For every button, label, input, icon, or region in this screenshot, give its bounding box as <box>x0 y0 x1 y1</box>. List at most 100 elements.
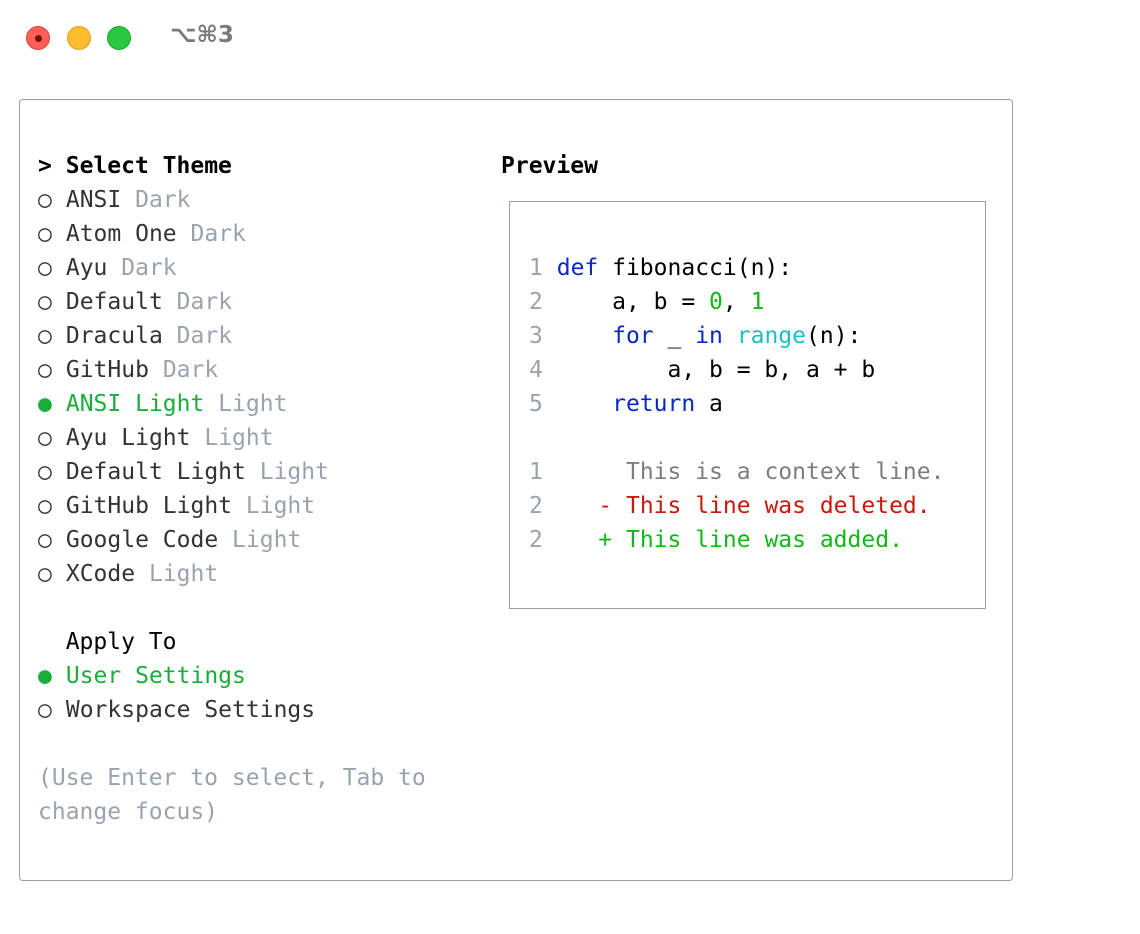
diff-marker: + <box>598 527 613 553</box>
code-token: 0 <box>709 289 723 315</box>
code-token: a <box>695 391 723 417</box>
minimize-window-button[interactable] <box>67 26 91 50</box>
code-token: range <box>736 323 807 349</box>
diff-text: This line was added. <box>625 527 903 553</box>
code-token: (n): <box>806 323 862 349</box>
maximize-window-button[interactable] <box>107 26 131 50</box>
line-number: 5 <box>529 391 543 417</box>
radio-empty-icon: ○ <box>38 323 52 349</box>
code-line: 5 return a <box>529 387 723 421</box>
radio-empty-icon: ○ <box>38 289 52 315</box>
window-title: ⌥⌘3 <box>170 22 234 48</box>
diff-marker <box>598 459 612 485</box>
code-token: 1 <box>750 289 765 315</box>
theme-type: Dark <box>135 187 191 213</box>
theme-name: Ayu <box>65 255 108 281</box>
code-token: in <box>695 323 723 349</box>
theme-name: ANSI Light <box>65 391 205 417</box>
select-theme-header: > Select Theme <box>38 149 232 183</box>
line-number: 2 <box>529 527 543 553</box>
preview-box <box>509 201 986 609</box>
line-number: 1 <box>529 255 543 281</box>
radio-empty-icon: ○ <box>38 357 52 383</box>
theme-type: Dark <box>176 289 233 315</box>
code-line: 2 a, b = 0, 1 <box>529 285 764 319</box>
radio-empty-icon: ○ <box>38 187 52 213</box>
line-number: 3 <box>529 323 543 349</box>
apply-to-option[interactable]: ○ Workspace Settings <box>38 693 315 727</box>
line-number: 4 <box>529 357 543 383</box>
code-line: 4 a, b = b, a + b <box>529 353 875 387</box>
code-token: , <box>722 289 751 315</box>
theme-name: XCode <box>65 561 136 587</box>
code-token: fibonacci(n): <box>598 255 793 281</box>
radio-empty-icon: ○ <box>38 697 52 723</box>
theme-option[interactable]: ○ GitHub Dark <box>38 353 218 387</box>
code-token <box>723 323 737 349</box>
theme-type: Light <box>204 425 274 451</box>
radio-empty-icon: ○ <box>38 255 52 281</box>
apply-to-label: Workspace Settings <box>65 697 316 723</box>
theme-type: Light <box>232 527 302 553</box>
diff-line: 2 + This line was added. <box>529 523 903 557</box>
apply-to-label: User Settings <box>65 663 246 689</box>
theme-option[interactable]: ○ Atom One Dark <box>38 217 246 251</box>
theme-type: Dark <box>190 221 246 247</box>
code-token <box>557 323 612 349</box>
theme-name: Default <box>65 289 163 315</box>
theme-option[interactable]: ● ANSI Light Light <box>38 387 287 421</box>
line-number: 2 <box>529 289 543 315</box>
radio-empty-icon: ○ <box>38 493 52 519</box>
line-number: 1 <box>529 459 543 485</box>
apply-to-label: Apply To <box>65 629 177 655</box>
theme-type: Dark <box>176 323 233 349</box>
theme-option[interactable]: ○ Dracula Dark <box>38 319 232 353</box>
theme-option[interactable]: ○ XCode Light <box>38 557 218 591</box>
diff-text: This is a context line. <box>625 459 945 485</box>
theme-type: Light <box>245 493 316 519</box>
theme-dialog <box>19 99 1013 881</box>
apply-to-header: Apply To <box>38 625 177 659</box>
theme-name: Default Light <box>65 459 246 485</box>
cursor-indicator: > <box>38 153 52 179</box>
diff-text: This line was deleted. <box>625 493 931 519</box>
code-line: 3 for _ in range(n): <box>529 319 861 353</box>
select-theme-label: Select Theme <box>65 153 232 179</box>
theme-option[interactable]: ○ Google Code Light <box>38 523 301 557</box>
code-token: a, b = <box>556 289 710 315</box>
theme-name: Google Code <box>65 527 219 553</box>
radio-selected-icon: ● <box>38 663 52 689</box>
code-token: _ <box>653 323 696 349</box>
radio-selected-icon: ● <box>38 391 52 417</box>
diff-marker: - <box>598 493 613 519</box>
theme-type: Light <box>218 391 288 417</box>
theme-type: Light <box>148 561 219 587</box>
theme-name: ANSI <box>65 187 122 213</box>
radio-empty-icon: ○ <box>38 425 52 451</box>
line-number: 2 <box>529 493 543 519</box>
theme-name: Dracula <box>65 323 163 349</box>
apply-to-option[interactable]: ● User Settings <box>38 659 246 693</box>
theme-name: GitHub Light <box>65 493 233 519</box>
hint-line-1: (Use Enter to select, Tab to <box>38 765 426 791</box>
theme-option[interactable]: ○ Default Light Light <box>38 455 329 489</box>
theme-option[interactable]: ○ ANSI Dark <box>38 183 191 217</box>
code-token: def <box>556 255 599 281</box>
diff-line: 1 This is a context line. <box>529 455 944 489</box>
theme-option[interactable]: ○ GitHub Light Light <box>38 489 315 523</box>
theme-type: Dark <box>121 255 177 281</box>
radio-empty-icon: ○ <box>38 561 52 587</box>
theme-name: GitHub <box>65 357 149 383</box>
theme-type: Dark <box>162 357 219 383</box>
theme-option[interactable]: ○ Ayu Light Light <box>38 421 274 455</box>
theme-option[interactable]: ○ Ayu Dark <box>38 251 177 285</box>
radio-empty-icon: ○ <box>38 527 52 553</box>
theme-name: Atom One <box>65 221 177 247</box>
diff-line: 2 - This line was deleted. <box>529 489 931 523</box>
close-window-button[interactable] <box>26 26 50 50</box>
code-token: a, b = b, a + b <box>556 357 876 383</box>
theme-option[interactable]: ○ Default Dark <box>38 285 232 319</box>
radio-empty-icon: ○ <box>38 459 52 485</box>
theme-type: Light <box>259 459 329 485</box>
hint-line-2: change focus) <box>38 799 219 825</box>
